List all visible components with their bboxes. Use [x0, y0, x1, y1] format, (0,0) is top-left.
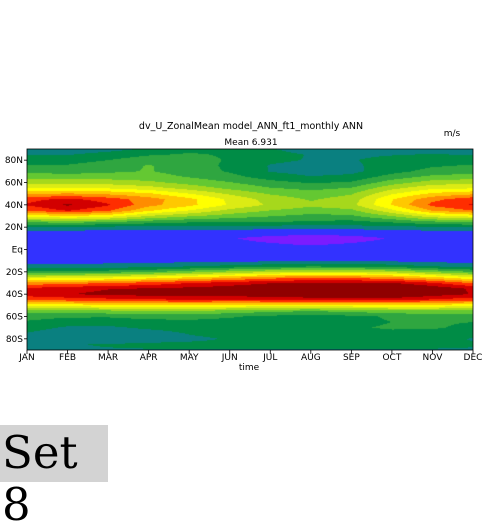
- heatmap-field: [27, 149, 473, 350]
- zonal-mean-chart: dv_U_ZonalMean model_ANN_ft1_monthly ANN…: [0, 0, 484, 425]
- x-axis-label: time: [239, 363, 260, 373]
- x-tick-label: AUG: [301, 353, 321, 363]
- y-tick-label: 80N: [5, 156, 23, 166]
- set-label: Set 8: [2, 427, 108, 531]
- set-badge: Set 8: [0, 425, 108, 482]
- heatmap-image: [27, 149, 473, 350]
- x-tick-label: MAR: [98, 353, 118, 363]
- x-tick-label: MAY: [180, 353, 199, 363]
- chart-subtitle: Mean 6.931: [224, 138, 277, 148]
- y-axis: 80N 60N 40N 20N Eq 20S 40S 60S 80S: [5, 156, 27, 345]
- x-tick-label: FEB: [59, 353, 76, 363]
- x-tick-label: JUN: [221, 353, 238, 363]
- x-tick-label: DEC: [464, 353, 483, 363]
- y-tick-label: 40S: [6, 290, 23, 300]
- y-tick-label: 60S: [6, 313, 23, 323]
- units-label: m/s: [444, 129, 461, 139]
- x-tick-label: OCT: [382, 353, 401, 363]
- y-tick-label: 60N: [5, 179, 23, 189]
- x-tick-label: SEP: [343, 353, 360, 363]
- y-tick-label: 40N: [5, 201, 23, 211]
- chart-title: dv_U_ZonalMean model_ANN_ft1_monthly ANN: [139, 121, 363, 132]
- y-tick-label: Eq: [12, 246, 23, 256]
- y-tick-label: 80S: [6, 335, 23, 345]
- x-tick-label: JAN: [18, 353, 34, 363]
- y-tick-label: 20S: [6, 268, 23, 278]
- x-axis: JAN FEB MAR APR MAY JUN JUL AUG SEP OCT NOV DEC: [18, 350, 482, 363]
- y-tick-label: 20N: [5, 223, 23, 233]
- x-tick-label: APR: [140, 353, 158, 363]
- x-tick-label: NOV: [423, 353, 444, 363]
- x-tick-label: JUL: [262, 353, 277, 363]
